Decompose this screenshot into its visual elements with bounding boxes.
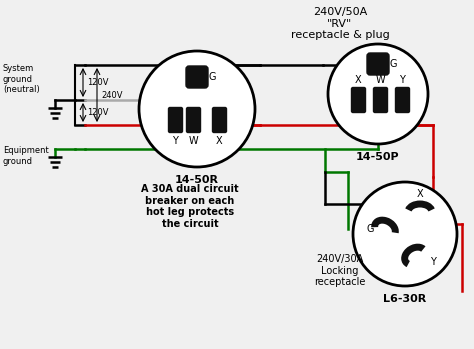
- FancyBboxPatch shape: [367, 53, 389, 75]
- Text: L6-30R: L6-30R: [383, 294, 427, 304]
- Text: 14-50P: 14-50P: [356, 152, 400, 162]
- Text: Y: Y: [399, 75, 405, 85]
- Text: System
ground
(neutral): System ground (neutral): [3, 64, 40, 94]
- Text: Y: Y: [172, 136, 178, 146]
- Text: X: X: [216, 136, 222, 146]
- Text: 240V: 240V: [101, 90, 122, 99]
- Text: 120V: 120V: [87, 78, 109, 87]
- Circle shape: [353, 182, 457, 286]
- FancyBboxPatch shape: [186, 107, 201, 133]
- FancyBboxPatch shape: [395, 88, 410, 112]
- Text: 240V/30A
Locking
receptacle: 240V/30A Locking receptacle: [314, 254, 365, 287]
- Text: X: X: [355, 75, 361, 85]
- FancyBboxPatch shape: [212, 107, 227, 133]
- Text: 120V: 120V: [87, 108, 109, 117]
- Text: W: W: [188, 136, 198, 146]
- FancyBboxPatch shape: [374, 88, 388, 112]
- FancyBboxPatch shape: [168, 107, 182, 133]
- Circle shape: [139, 51, 255, 167]
- FancyBboxPatch shape: [352, 88, 365, 112]
- Text: 14-50R: 14-50R: [175, 175, 219, 185]
- FancyBboxPatch shape: [186, 66, 208, 88]
- Text: X: X: [417, 189, 423, 199]
- Circle shape: [328, 44, 428, 144]
- Text: G: G: [390, 59, 398, 69]
- Text: Y: Y: [430, 257, 436, 267]
- Text: Equipment
ground: Equipment ground: [3, 146, 49, 166]
- Text: A 30A dual circuit
breaker on each
hot leg protects
the circuit: A 30A dual circuit breaker on each hot l…: [141, 184, 239, 229]
- Text: G: G: [366, 224, 374, 234]
- Text: G: G: [209, 72, 217, 82]
- Text: 240V/50A
"RV"
receptacle & plug: 240V/50A "RV" receptacle & plug: [291, 7, 389, 40]
- Text: W: W: [375, 75, 385, 85]
